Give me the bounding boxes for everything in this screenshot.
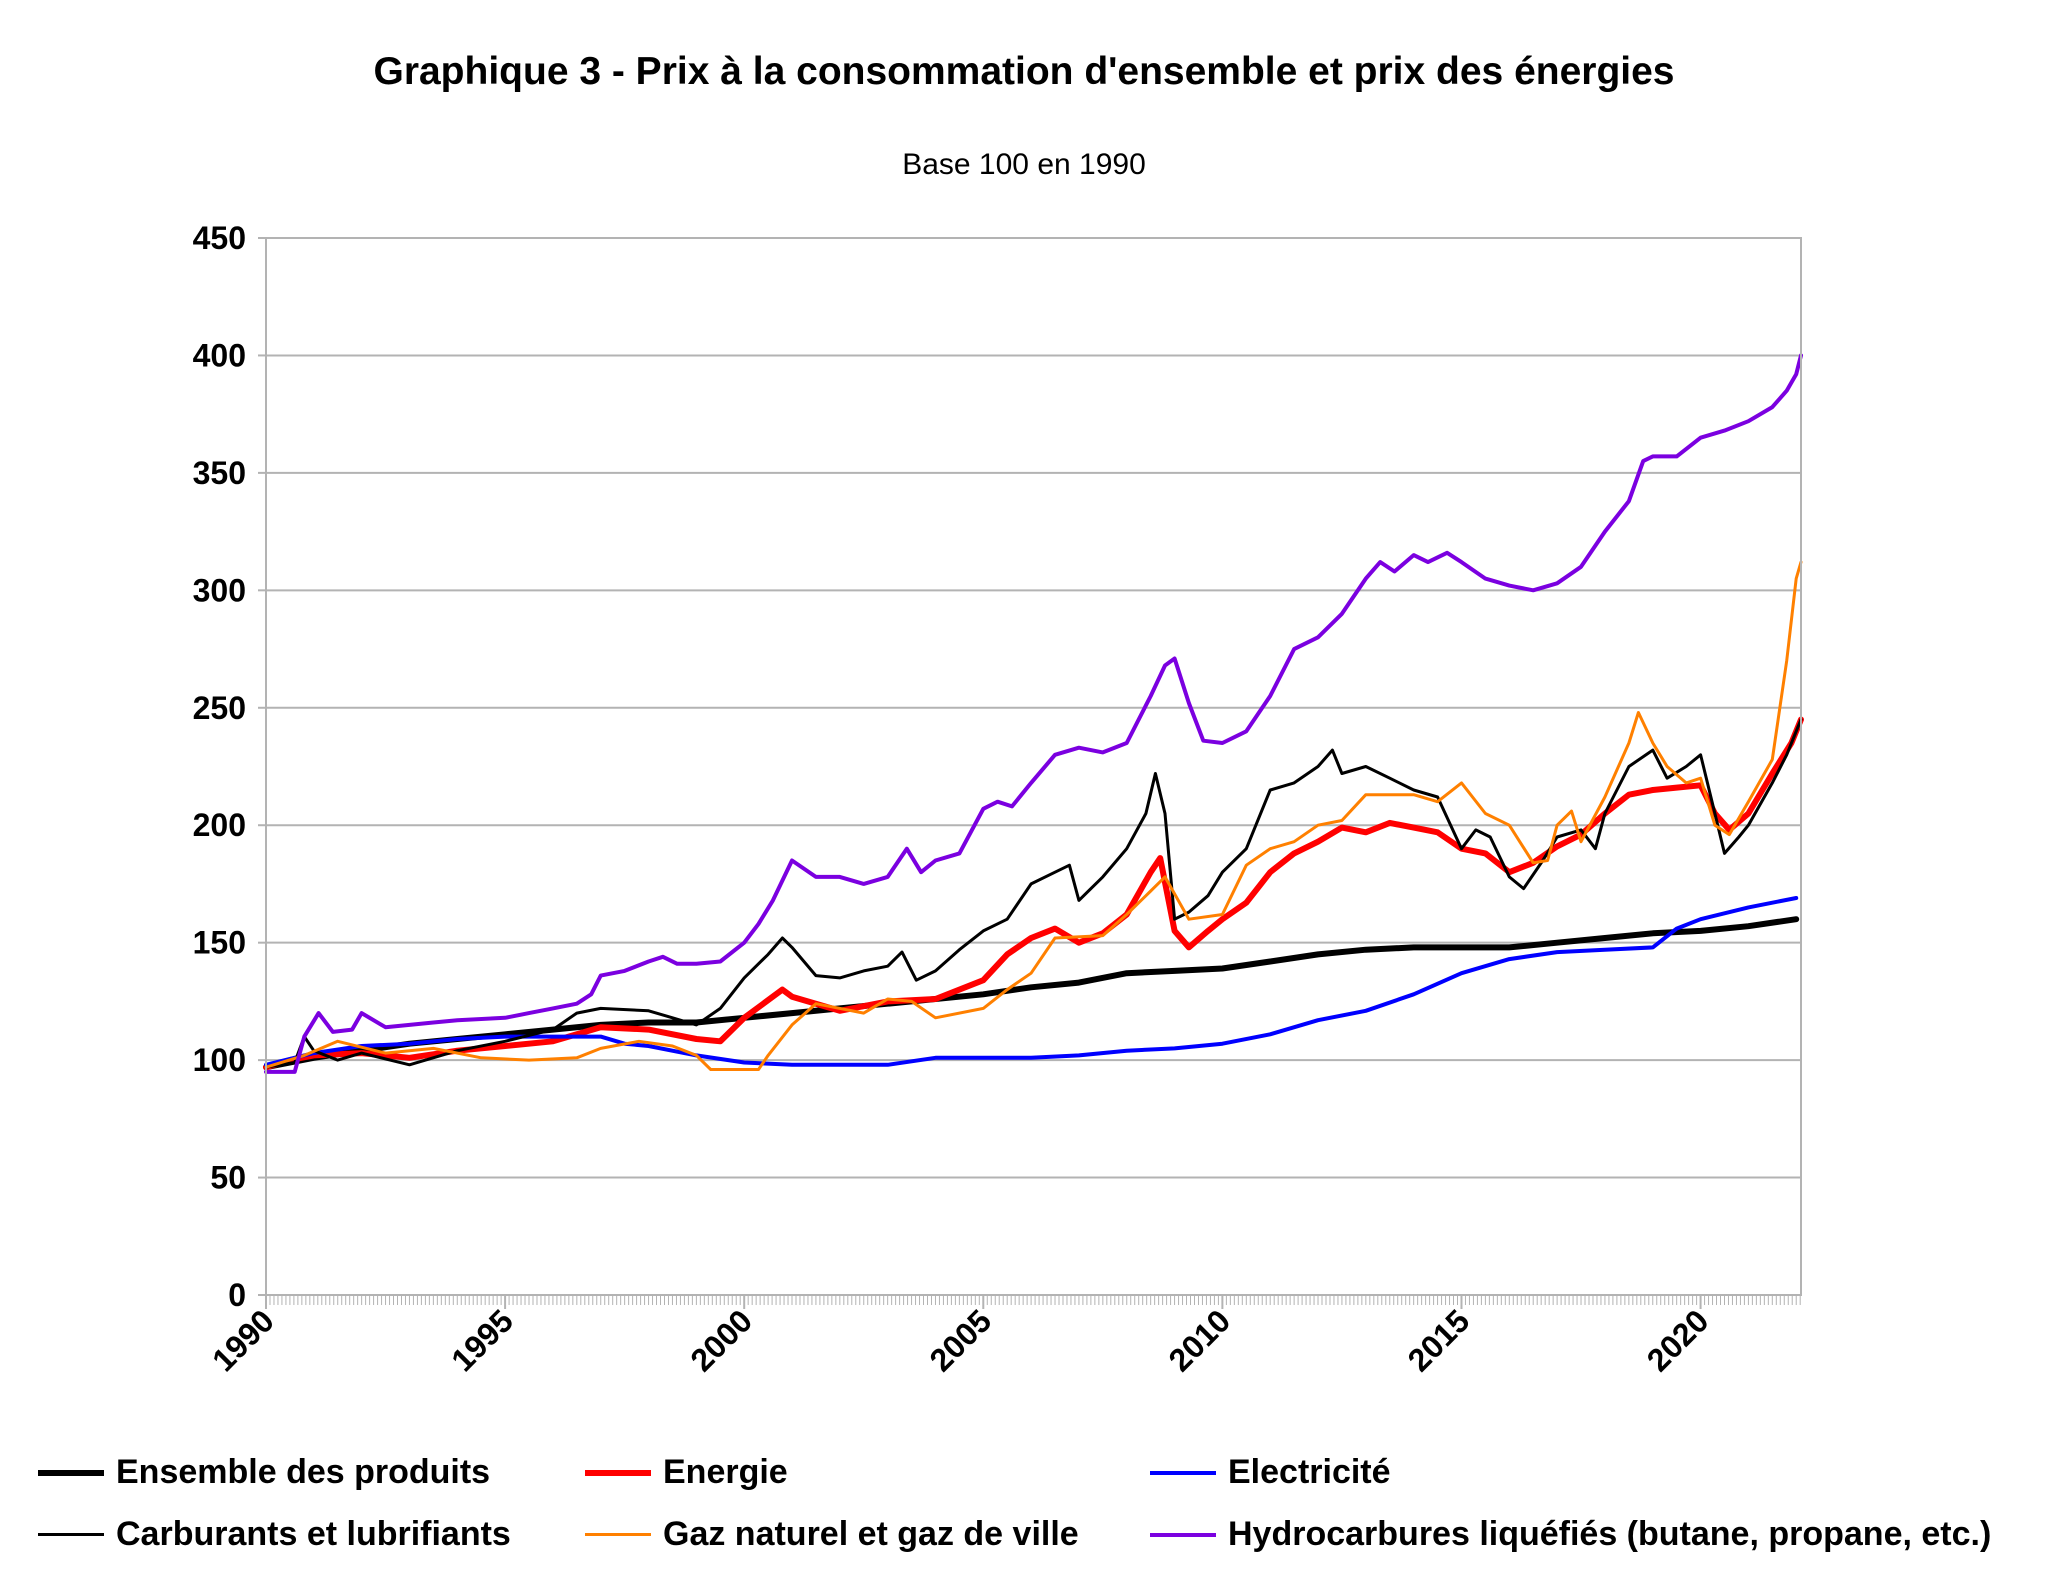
x-tick-label: 2000: [683, 1302, 759, 1378]
chart-title: Graphique 3 - Prix à la consommation d'e…: [373, 50, 1675, 93]
legend-swatch: [1150, 1532, 1216, 1537]
y-tick-label: 350: [193, 455, 246, 491]
x-tick-label: 1995: [444, 1302, 520, 1378]
legend-swatch: [38, 1533, 104, 1536]
y-tick-label: 300: [193, 572, 246, 608]
plot-frame: [265, 237, 1802, 1296]
y-tick-label: 100: [193, 1042, 246, 1078]
series-line-1: [263, 716, 1804, 1071]
grid-lines: [266, 237, 1801, 1296]
x-tick-label: 1990: [205, 1302, 281, 1378]
y-axis: 0 50 100 150 200 250 300 350 400 450: [193, 220, 266, 1313]
y-tick-label: 450: [193, 220, 246, 256]
series-line-2: [264, 896, 1799, 1067]
legend-label: Ensemble des produits: [116, 1453, 491, 1491]
legend-swatch: [585, 1469, 651, 1476]
legend-item-ensemble: Ensemble des produits: [38, 1453, 490, 1492]
y-tick-label: 200: [193, 807, 246, 843]
series-line-3: [264, 718, 1803, 1069]
x-tick-label: 2020: [1640, 1302, 1716, 1378]
series-line-5: [264, 353, 1803, 1074]
legend-item-gaz: Gaz naturel et gaz de ville: [585, 1515, 1079, 1554]
series-lines: [263, 353, 1804, 1074]
legend-item-hydrocarbures: Hydrocarbures liquéfiés (butane, propane…: [1150, 1515, 1991, 1554]
legend-label: Carburants et lubrifiants: [116, 1515, 511, 1553]
legend-swatch: [585, 1533, 651, 1536]
legend-swatch: [38, 1469, 104, 1476]
y-tick-label: 400: [193, 337, 246, 373]
x-axis: 1990 1995 2000 2005 2010 2015 2020: [205, 1295, 1801, 1378]
y-tick-label: 250: [193, 690, 246, 726]
legend-item-carburants: Carburants et lubrifiants: [38, 1515, 511, 1554]
series-line-4: [264, 560, 1803, 1071]
x-tick-label: 2010: [1162, 1302, 1238, 1378]
legend-label: Gaz naturel et gaz de ville: [663, 1515, 1079, 1553]
x-tick-label: 2005: [922, 1302, 998, 1378]
series-line-0: [263, 916, 1800, 1071]
legend-item-energie: Energie: [585, 1453, 788, 1492]
legend-label: Hydrocarbures liquéfiés (butane, propane…: [1228, 1515, 1992, 1553]
legend-swatch: [1150, 1470, 1216, 1475]
x-tick-label: 2015: [1401, 1302, 1477, 1378]
legend-label: Electricité: [1228, 1453, 1391, 1491]
chart-subtitle: Base 100 en 1990: [902, 148, 1146, 181]
legend-item-electricite: Electricité: [1150, 1453, 1391, 1492]
y-tick-label: 0: [228, 1277, 246, 1313]
legend-label: Energie: [663, 1453, 788, 1491]
y-tick-label: 50: [210, 1160, 246, 1196]
y-tick-label: 150: [193, 925, 246, 961]
